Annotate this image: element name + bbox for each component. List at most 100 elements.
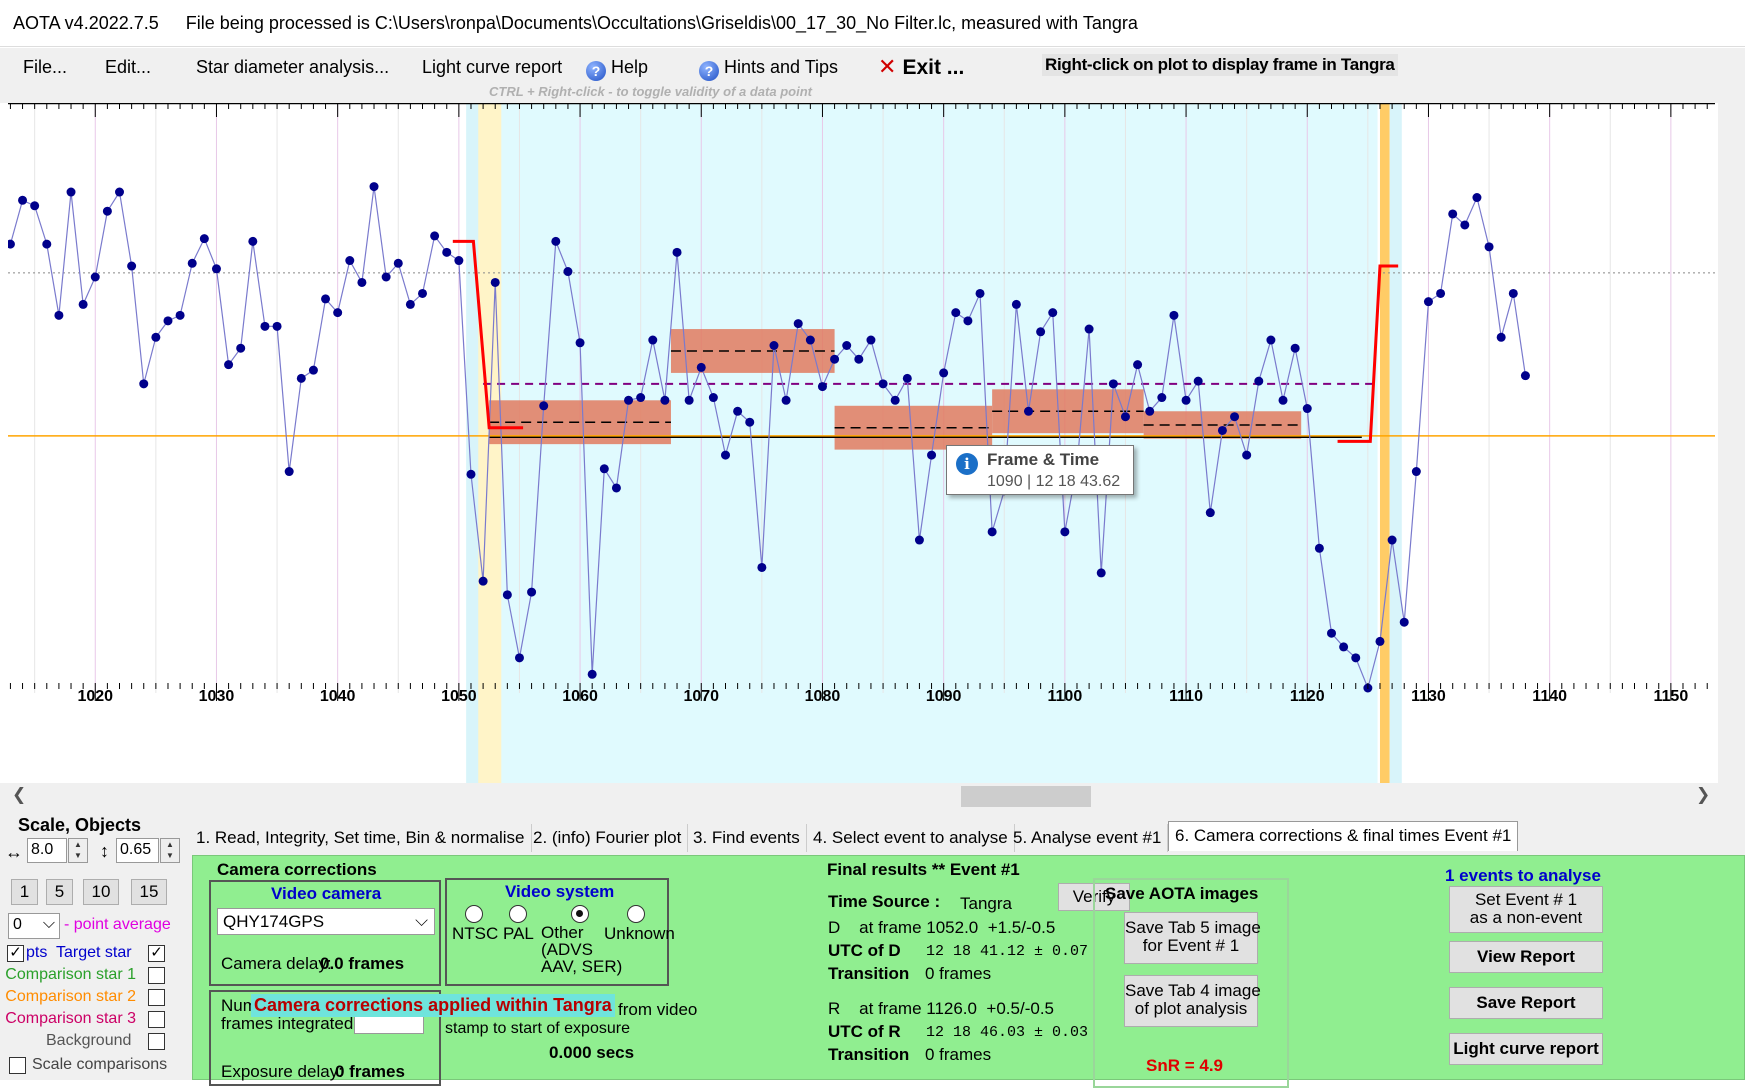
menu-edit[interactable]: Edit... <box>105 57 152 77</box>
save-tab5-button[interactable]: Save Tab 5 image for Event # 1 <box>1124 912 1261 964</box>
data-point <box>636 393 646 403</box>
data-point <box>1508 288 1518 298</box>
light-curve-plot[interactable]: 1020 1030 1040 1050 1060 1070 1080 1090 1100 1110… <box>8 103 1715 783</box>
scroll-right-icon[interactable]: ❯ <box>1696 785 1711 804</box>
menu-hints[interactable]: ? Hints and Tips <box>699 57 838 81</box>
data-point <box>551 236 561 246</box>
light-curve-svg[interactable]: 1020 1030 1040 1050 1060 1070 1080 1090 1100 1110… <box>8 103 1715 783</box>
data-point <box>1496 332 1506 342</box>
time-source-label: Time Source : <box>828 892 941 911</box>
ctrl-click-hint: CTRL + Right-click - to toggle validity … <box>489 84 812 99</box>
data-point <box>963 316 973 326</box>
data-point <box>1254 376 1264 386</box>
spin-up-icon[interactable]: ▲ <box>74 840 82 849</box>
data-point <box>1217 425 1227 435</box>
point-average-value: 0 <box>13 916 22 933</box>
background-checkbox[interactable] <box>148 1033 165 1050</box>
data-point <box>333 308 343 318</box>
spin-up-icon[interactable]: ▲ <box>166 840 174 849</box>
data-point <box>733 406 743 416</box>
r-uncertainty-region <box>1389 103 1402 783</box>
menu-exit[interactable]: ✕ Exit ... <box>878 54 964 80</box>
data-point <box>1436 288 1446 298</box>
tab-camera-corrections[interactable]: 6. Camera corrections & final times Even… <box>1168 821 1519 851</box>
data-point <box>66 187 76 197</box>
comparison-star-2-checkbox[interactable] <box>148 989 165 1006</box>
data-point <box>684 395 694 405</box>
radio-ntsc[interactable] <box>465 905 483 923</box>
data-point <box>757 562 767 572</box>
radio-other[interactable] <box>571 905 589 923</box>
scale-button-15[interactable]: 15 <box>131 879 167 905</box>
menu-help[interactable]: ? Help <box>586 57 648 81</box>
save-report-button[interactable]: Save Report <box>1449 987 1603 1019</box>
scale-button-10[interactable]: 10 <box>83 879 119 905</box>
tab-read-integrity[interactable]: 1. Read, Integrity, Set time, Bin & norm… <box>190 824 532 852</box>
data-point <box>115 187 125 197</box>
save-tab4-button[interactable]: Save Tab 4 image of plot analysis <box>1124 975 1261 1027</box>
data-point <box>102 206 112 216</box>
frames-label-2: frames integrated <box>221 1014 354 1033</box>
data-point <box>1169 310 1179 320</box>
menu-file[interactable]: File... <box>23 57 68 77</box>
data-point <box>308 365 318 375</box>
fit-line-r <box>1337 264 1399 443</box>
data-point <box>1181 395 1191 405</box>
data-point <box>54 310 64 320</box>
data-point <box>321 294 331 304</box>
tab-fourier-plot[interactable]: 2. (info) Fourier plot <box>527 824 689 852</box>
set-non-event-button[interactable]: Set Event # 1 as a non-event <box>1449 886 1603 933</box>
menu-help-label: Help <box>611 57 649 77</box>
radio-pal[interactable] <box>509 905 527 923</box>
data-point <box>1193 376 1203 386</box>
utc-d-label: UTC of D <box>828 941 901 960</box>
x-tick-label: 1080 <box>805 688 841 705</box>
tab-find-events[interactable]: 3. Find events <box>687 824 807 852</box>
comparison-star-1-checkbox[interactable] <box>148 967 165 984</box>
spin-down-icon[interactable]: ▼ <box>74 851 82 860</box>
target-star-checkbox[interactable]: ✓ <box>148 945 165 962</box>
data-point <box>1205 508 1215 518</box>
view-report-button[interactable]: View Report <box>1449 941 1603 973</box>
scroll-left-icon[interactable]: ❮ <box>12 785 27 804</box>
scroll-thumb[interactable] <box>961 786 1091 807</box>
frame-time-tooltip: i Frame & Time 1090 | 12 18 43.62 <box>946 445 1134 495</box>
horizontal-scale-stepper[interactable]: ▲ ▼ <box>68 838 88 863</box>
tab-analyse-event[interactable]: 5. Analyse event #1 <box>1007 824 1169 852</box>
final-results-title: Final results ** Event #1 <box>827 860 1020 879</box>
radio-ntsc-label: NTSC <box>452 924 499 943</box>
light-curve-report-button[interactable]: Light curve report <box>1449 1033 1603 1065</box>
r-edge-region <box>1379 103 1390 783</box>
hints-icon: ? <box>699 61 719 81</box>
tab-select-event[interactable]: 4. Select event to analyse <box>807 824 1015 852</box>
data-point <box>284 467 294 477</box>
camera-select[interactable]: QHY174GPS ⌵ <box>217 908 435 935</box>
vertical-scale-stepper[interactable]: ▲ ▼ <box>160 838 180 863</box>
scale-comparisons-checkbox[interactable] <box>9 1057 26 1074</box>
menu-light-curve-report[interactable]: Light curve report <box>422 57 563 77</box>
horizontal-scale-input[interactable]: 8.0 <box>27 838 67 863</box>
frames-integrated-input[interactable] <box>354 1014 424 1034</box>
light-curve-line <box>9 186 1527 690</box>
data-point <box>660 395 670 405</box>
x-tick-label: 1140 <box>1532 688 1567 705</box>
horizontal-scrollbar[interactable]: ❮ ❯ <box>0 783 1718 809</box>
points-checkbox[interactable]: ✓ <box>7 945 24 962</box>
x-tick-label: 1030 <box>199 688 235 705</box>
scale-button-5[interactable]: 5 <box>46 879 73 905</box>
scale-button-1[interactable]: 1 <box>11 879 38 905</box>
comparison-star-3-checkbox[interactable] <box>148 1011 165 1028</box>
data-point <box>357 277 367 287</box>
data-point <box>1096 568 1106 578</box>
data-point <box>611 483 621 493</box>
data-point <box>1060 527 1070 537</box>
menu-star-diameter[interactable]: Star diameter analysis... <box>196 57 390 77</box>
data-point <box>939 368 949 378</box>
vertical-scale-input[interactable]: 0.65 <box>116 838 159 863</box>
save-images-group: Save AOTA images Save Tab 5 image for Ev… <box>1093 878 1289 1088</box>
radio-unknown[interactable] <box>627 905 645 923</box>
spin-down-icon[interactable]: ▼ <box>166 851 174 860</box>
point-average-select[interactable]: 0 ⌵ <box>8 913 60 939</box>
utc-r-value: 12 18 46.03 ± 0.03 <box>926 1024 1089 1041</box>
data-point <box>1084 324 1094 334</box>
